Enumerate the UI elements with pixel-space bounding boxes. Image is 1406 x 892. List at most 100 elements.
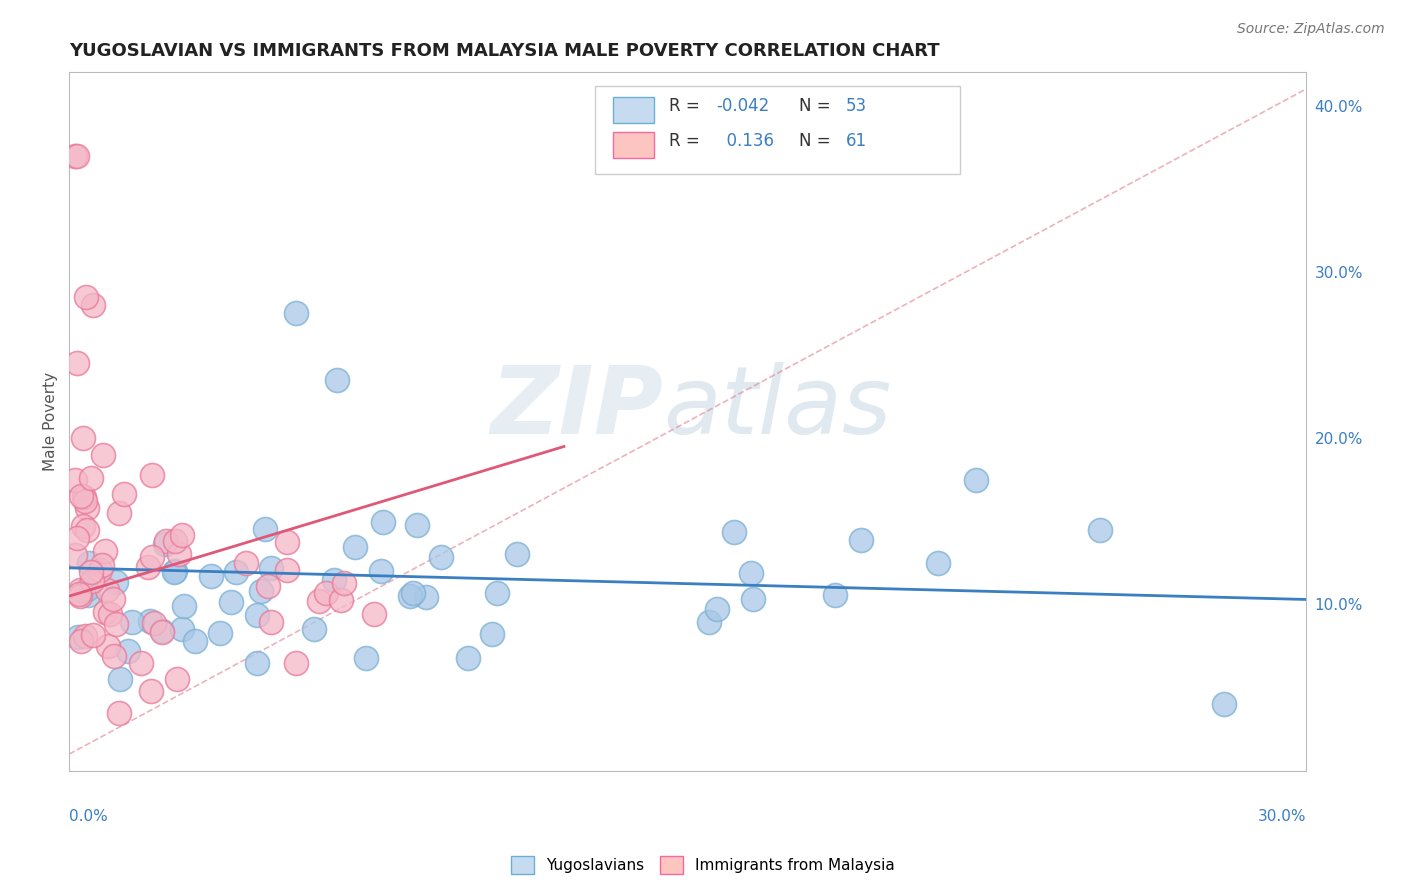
Point bbox=[66, 148, 89, 162]
Point bbox=[315, 586, 337, 600]
Point bbox=[112, 487, 135, 501]
Point bbox=[90, 558, 112, 572]
Point bbox=[481, 626, 503, 640]
Point bbox=[344, 541, 367, 555]
Point bbox=[76, 500, 98, 515]
Point bbox=[139, 614, 162, 628]
Text: R =: R = bbox=[669, 97, 704, 115]
Point bbox=[153, 537, 176, 551]
Text: -0.042: -0.042 bbox=[716, 97, 769, 115]
Point bbox=[66, 356, 89, 370]
Text: 61: 61 bbox=[846, 132, 868, 150]
Text: 0.0%: 0.0% bbox=[69, 809, 108, 824]
Point bbox=[63, 548, 86, 562]
Point bbox=[105, 575, 128, 590]
Point bbox=[121, 615, 143, 630]
Point bbox=[965, 473, 987, 487]
Point bbox=[79, 565, 101, 579]
Point bbox=[163, 566, 186, 580]
Point bbox=[173, 599, 195, 614]
Legend: Yugoslavians, Immigrants from Malaysia: Yugoslavians, Immigrants from Malaysia bbox=[505, 850, 901, 880]
Point bbox=[141, 549, 163, 564]
Point bbox=[150, 624, 173, 639]
Point bbox=[927, 557, 949, 571]
Point bbox=[257, 579, 280, 593]
Point bbox=[166, 673, 188, 687]
Point bbox=[69, 489, 91, 503]
Point bbox=[139, 684, 162, 698]
Point bbox=[136, 560, 159, 574]
Text: YUGOSLAVIAN VS IMMIGRANTS FROM MALAYSIA MALE POVERTY CORRELATION CHART: YUGOSLAVIAN VS IMMIGRANTS FROM MALAYSIA … bbox=[69, 42, 939, 60]
Point bbox=[73, 629, 96, 643]
Point bbox=[105, 616, 128, 631]
Point bbox=[80, 471, 103, 485]
Point bbox=[370, 564, 392, 578]
Point bbox=[89, 563, 111, 577]
Point bbox=[70, 634, 93, 648]
Point bbox=[67, 630, 90, 644]
Point bbox=[824, 588, 846, 602]
Point bbox=[66, 531, 89, 545]
Point bbox=[415, 590, 437, 604]
Point bbox=[63, 473, 86, 487]
Point bbox=[723, 524, 745, 539]
Point bbox=[69, 582, 91, 597]
Point bbox=[103, 592, 125, 607]
Point bbox=[76, 582, 98, 596]
Point bbox=[260, 615, 283, 630]
Point bbox=[302, 623, 325, 637]
Text: 0.136: 0.136 bbox=[716, 132, 775, 150]
Point bbox=[172, 527, 194, 541]
Point bbox=[100, 607, 122, 621]
Point bbox=[402, 586, 425, 600]
Text: 53: 53 bbox=[846, 97, 868, 115]
Point bbox=[69, 589, 91, 603]
Point bbox=[235, 556, 257, 570]
Point bbox=[1212, 697, 1234, 711]
Point bbox=[82, 628, 104, 642]
Point bbox=[276, 563, 298, 577]
Point bbox=[67, 587, 90, 601]
Text: ZIP: ZIP bbox=[491, 361, 662, 454]
Point bbox=[326, 373, 349, 387]
Point bbox=[849, 533, 872, 548]
Point bbox=[219, 595, 242, 609]
Point bbox=[150, 624, 173, 638]
Point bbox=[172, 623, 194, 637]
FancyBboxPatch shape bbox=[595, 87, 960, 174]
Point bbox=[225, 565, 247, 579]
Point bbox=[107, 706, 129, 720]
Point bbox=[107, 506, 129, 520]
Point bbox=[329, 593, 352, 607]
Point bbox=[308, 593, 330, 607]
Point bbox=[108, 673, 131, 687]
Point bbox=[371, 515, 394, 529]
Point bbox=[354, 651, 377, 665]
Point bbox=[429, 550, 451, 565]
Point bbox=[742, 591, 765, 606]
Point bbox=[250, 583, 273, 598]
Point bbox=[399, 589, 422, 603]
Point bbox=[94, 544, 117, 558]
Point bbox=[163, 533, 186, 548]
Point bbox=[82, 574, 104, 588]
Point bbox=[200, 569, 222, 583]
Point bbox=[163, 565, 186, 579]
Point bbox=[333, 576, 356, 591]
Point bbox=[285, 306, 308, 320]
Point bbox=[246, 656, 269, 670]
Point bbox=[323, 573, 346, 587]
Point bbox=[76, 524, 98, 538]
Y-axis label: Male Poverty: Male Poverty bbox=[44, 372, 58, 471]
Point bbox=[73, 493, 96, 508]
Point bbox=[183, 634, 205, 648]
Text: Source: ZipAtlas.com: Source: ZipAtlas.com bbox=[1237, 22, 1385, 37]
Point bbox=[155, 534, 177, 549]
Point bbox=[486, 585, 509, 599]
Point bbox=[260, 561, 283, 575]
Point bbox=[96, 582, 118, 597]
Point bbox=[65, 148, 87, 162]
Point bbox=[208, 626, 231, 640]
Point bbox=[72, 490, 94, 504]
Point bbox=[141, 467, 163, 482]
